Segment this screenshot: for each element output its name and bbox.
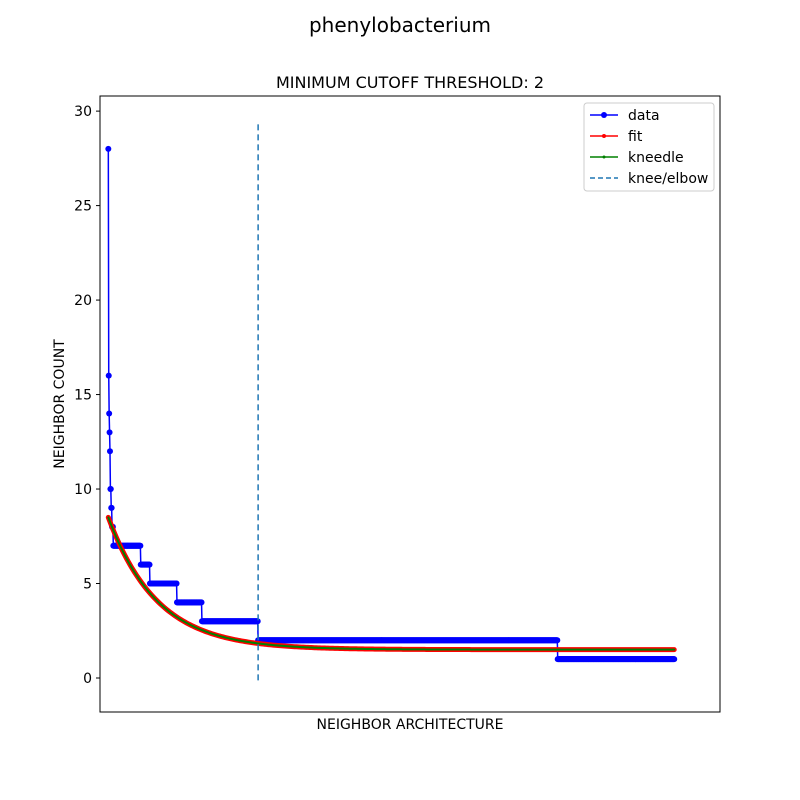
data-point bbox=[107, 486, 114, 493]
series-data-points bbox=[105, 145, 678, 663]
y-tick-label: 20 bbox=[74, 293, 92, 309]
data-point bbox=[106, 448, 113, 455]
y-axis-label: NEIGHBOR COUNT bbox=[52, 339, 68, 469]
data-point bbox=[108, 504, 115, 511]
legend-box bbox=[583, 102, 715, 192]
legend-entry-kneedle: kneedle bbox=[590, 150, 684, 166]
y-tick-label: 10 bbox=[74, 482, 92, 498]
data-point bbox=[198, 599, 205, 606]
legend-label-knee-elbow: knee/elbow bbox=[628, 171, 708, 187]
data-point bbox=[554, 637, 561, 644]
y-tick-label: 15 bbox=[74, 388, 92, 404]
data-point bbox=[254, 618, 261, 625]
data-point bbox=[105, 372, 112, 379]
data-point bbox=[137, 542, 144, 549]
data-point bbox=[173, 580, 180, 587]
legend-entry-knee-elbow: knee/elbow bbox=[590, 171, 708, 187]
y-tick-label: 25 bbox=[74, 199, 92, 215]
x-axis-label: NEIGHBOR ARCHITECTURE bbox=[317, 717, 504, 733]
chart-title: MINIMUM CUTOFF THRESHOLD: 2 bbox=[276, 73, 544, 92]
figure-suptitle: phenylobacterium bbox=[309, 13, 491, 37]
data-point bbox=[106, 410, 113, 417]
y-axis-ticks: 0 5 10 15 20 25 30 bbox=[74, 104, 100, 687]
series-kneedle-line bbox=[107, 516, 676, 651]
legend-label-data: data bbox=[628, 108, 660, 124]
legend-label-kneedle: kneedle bbox=[628, 150, 684, 166]
y-tick-label: 5 bbox=[83, 577, 92, 593]
y-tick-label: 0 bbox=[83, 671, 92, 687]
data-point bbox=[105, 145, 112, 152]
data-point bbox=[671, 656, 678, 663]
legend-label-fit: fit bbox=[628, 129, 643, 145]
data-point bbox=[146, 561, 153, 568]
legend: data fit kneedle knee/elbow bbox=[583, 102, 715, 192]
legend-entry-data: data bbox=[590, 108, 660, 124]
legend-entry-fit: fit bbox=[590, 129, 643, 145]
plot-frame bbox=[99, 95, 721, 713]
plot-marks bbox=[105, 124, 678, 684]
y-tick-label: 30 bbox=[74, 104, 92, 120]
plot-area bbox=[100, 96, 720, 712]
data-point bbox=[106, 429, 113, 436]
